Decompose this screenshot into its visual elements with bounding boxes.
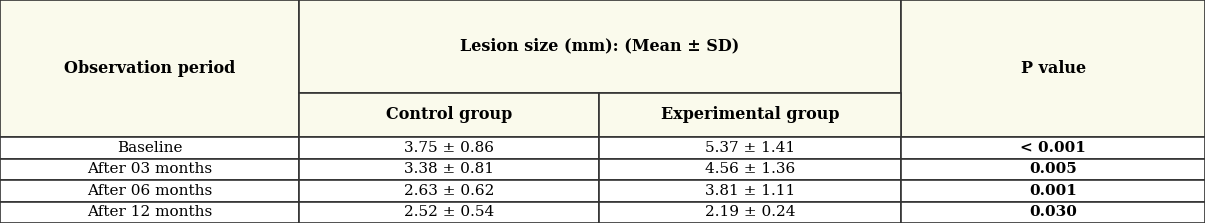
Bar	[599, 202, 901, 223]
Text: 0.030: 0.030	[1029, 205, 1077, 219]
Text: 4.56 ± 1.36: 4.56 ± 1.36	[705, 162, 795, 176]
Bar	[901, 202, 1205, 223]
Bar	[299, 202, 599, 223]
Bar	[599, 93, 901, 137]
Text: Lesion size (mm): (Mean ± SD): Lesion size (mm): (Mean ± SD)	[460, 38, 740, 55]
Text: After 12 months: After 12 months	[87, 205, 212, 219]
Text: Observation period: Observation period	[64, 60, 235, 77]
Bar	[0, 137, 299, 159]
Bar	[299, 137, 599, 159]
Text: 5.37 ± 1.41: 5.37 ± 1.41	[705, 141, 795, 155]
Bar	[299, 180, 599, 202]
Bar	[901, 137, 1205, 159]
Text: Baseline: Baseline	[117, 141, 182, 155]
Text: 3.38 ± 0.81: 3.38 ± 0.81	[404, 162, 494, 176]
Bar	[901, 159, 1205, 180]
Text: 0.005: 0.005	[1029, 162, 1077, 176]
Text: Control group: Control group	[386, 106, 512, 123]
Bar	[299, 0, 901, 93]
Text: 2.19 ± 0.24: 2.19 ± 0.24	[705, 205, 795, 219]
Bar	[0, 180, 299, 202]
Bar	[0, 159, 299, 180]
Bar	[299, 93, 599, 137]
Text: 0.001: 0.001	[1029, 184, 1077, 198]
Bar	[599, 159, 901, 180]
Text: 2.63 ± 0.62: 2.63 ± 0.62	[404, 184, 494, 198]
Text: < 0.001: < 0.001	[1021, 141, 1086, 155]
Text: 3.81 ± 1.11: 3.81 ± 1.11	[705, 184, 795, 198]
Text: After 03 months: After 03 months	[87, 162, 212, 176]
Bar	[901, 180, 1205, 202]
Bar	[0, 202, 299, 223]
Bar	[599, 180, 901, 202]
Text: P value: P value	[1021, 60, 1086, 77]
Text: After 06 months: After 06 months	[87, 184, 212, 198]
Text: 3.75 ± 0.86: 3.75 ± 0.86	[404, 141, 494, 155]
Bar	[0, 0, 299, 137]
Text: 2.52 ± 0.54: 2.52 ± 0.54	[404, 205, 494, 219]
Bar	[299, 159, 599, 180]
Text: Experimental group: Experimental group	[660, 106, 840, 123]
Bar	[599, 137, 901, 159]
Bar	[901, 0, 1205, 137]
